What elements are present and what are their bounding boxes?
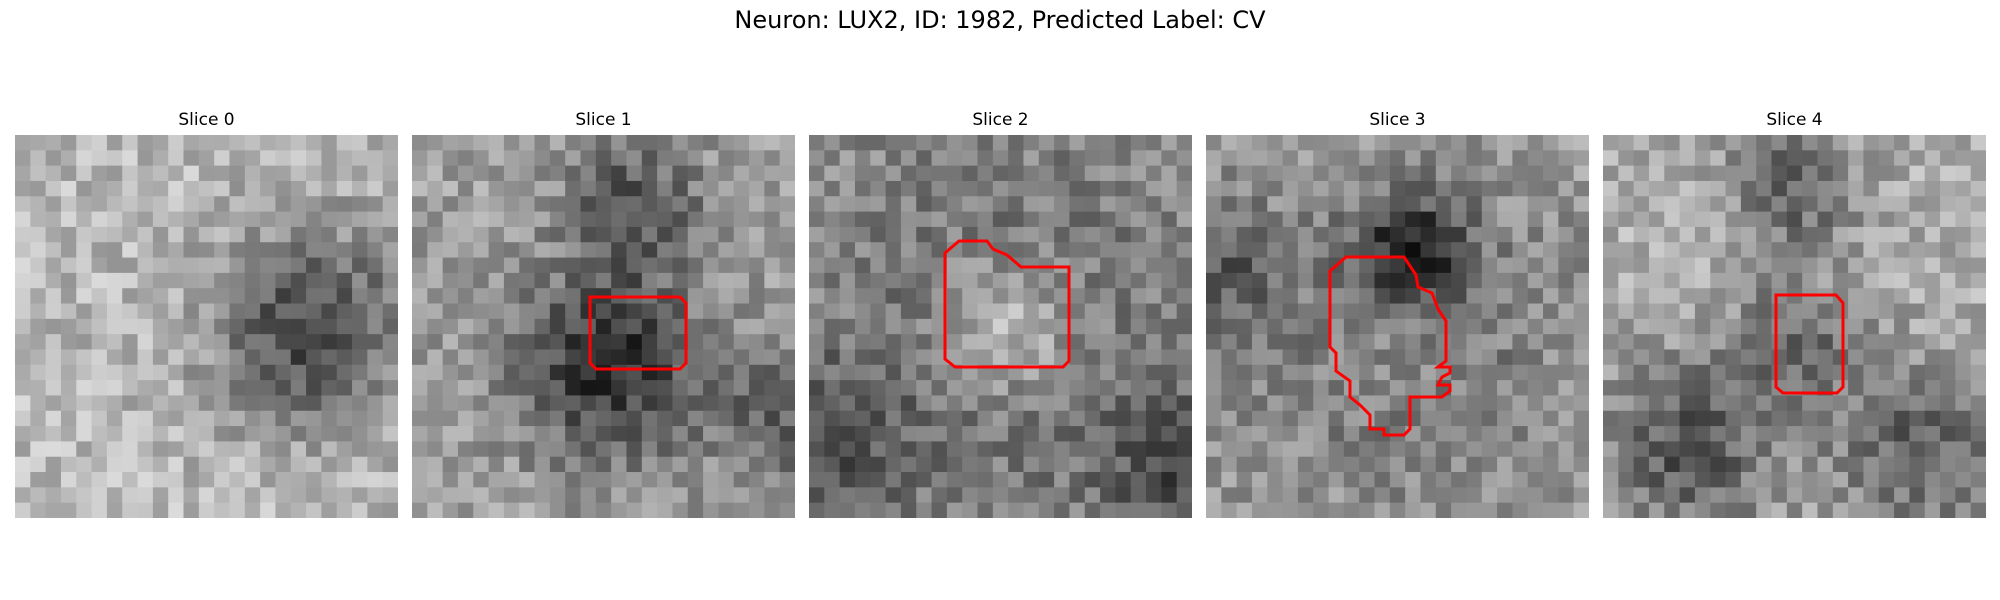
slice-panel-0: Slice 0	[15, 108, 398, 518]
roi-contour	[1774, 293, 1845, 395]
roi-contour	[588, 295, 688, 371]
figure-title: Neuron: LUX2, ID: 1982, Predicted Label:…	[734, 6, 1266, 34]
slice-title: Slice 0	[178, 110, 235, 130]
slice-title: Slice 1	[575, 110, 632, 130]
slice-image	[412, 135, 795, 518]
slice-panel-3: Slice 3	[1206, 108, 1589, 518]
slice-image	[809, 135, 1192, 518]
slice-title: Slice 3	[1369, 110, 1426, 130]
pixel-grid	[1603, 135, 1986, 518]
slice-panel-4: Slice 4	[1603, 108, 1986, 518]
roi-contour	[1328, 255, 1452, 437]
slice-image	[1206, 135, 1589, 518]
pixel-grid	[1206, 135, 1589, 518]
slice-title: Slice 2	[972, 110, 1029, 130]
slice-title: Slice 4	[1766, 110, 1823, 130]
slice-image	[1603, 135, 1986, 518]
slice-panel-2: Slice 2	[809, 108, 1192, 518]
pixel-grid	[15, 135, 398, 518]
slice-image	[15, 135, 398, 518]
slice-panel-1: Slice 1	[412, 108, 795, 518]
pixel-grid	[412, 135, 795, 518]
pixel-grid	[809, 135, 1192, 518]
roi-contour	[943, 239, 1071, 369]
